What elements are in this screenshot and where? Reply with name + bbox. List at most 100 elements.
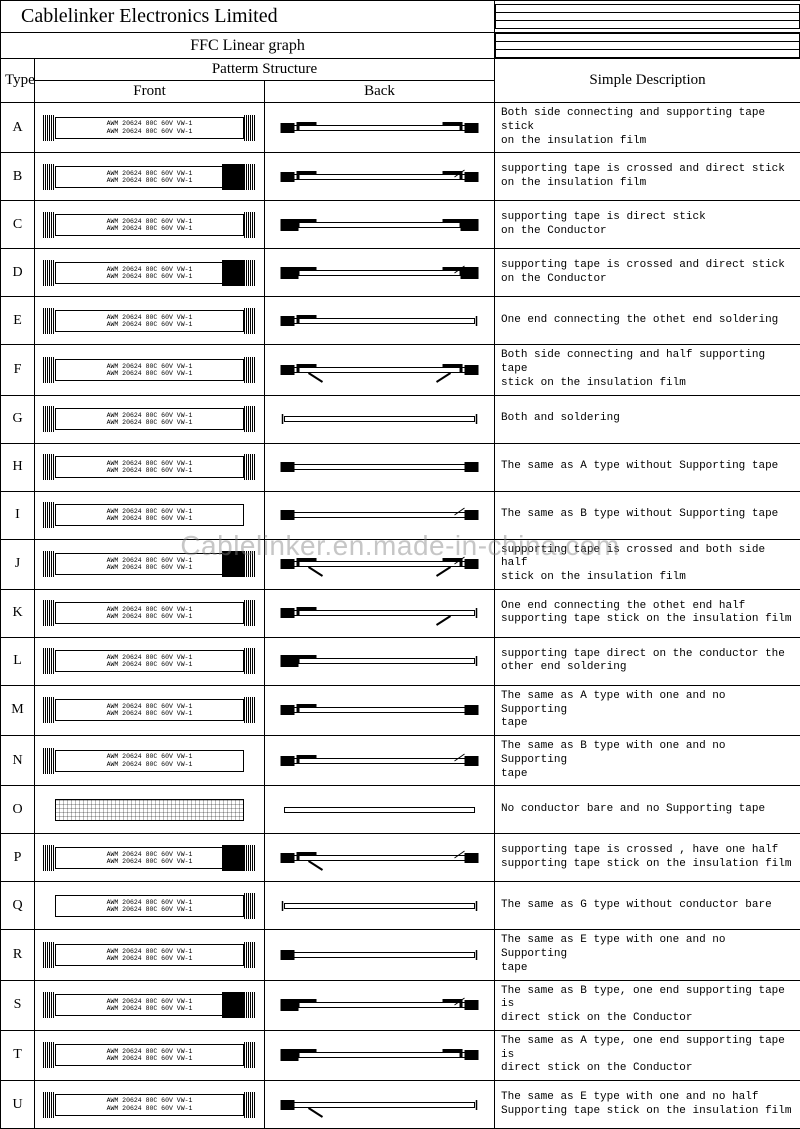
table-row: NAWM 20624 80C 60V VW-1AWM 20624 80C 60V… <box>1 736 800 786</box>
back-cell <box>265 980 495 1030</box>
desc-cell: supporting tape direct on the conductor … <box>495 637 800 685</box>
subtitle: FFC Linear graph <box>1 33 495 59</box>
type-cell: H <box>1 443 35 491</box>
type-cell: O <box>1 786 35 834</box>
desc-cell: No conductor bare and no Supporting tape <box>495 786 800 834</box>
type-cell: A <box>1 103 35 153</box>
type-cell: T <box>1 1030 35 1080</box>
ffc-spec-table: Cablelinker Electronics Limited FFC Line… <box>0 0 800 1129</box>
back-cell <box>265 201 495 249</box>
header-row-1: Type Patterm Structure Simple Descriptio… <box>1 59 800 81</box>
table-row: MAWM 20624 80C 60V VW-1AWM 20624 80C 60V… <box>1 685 800 735</box>
desc-cell: supporting tape is crossed and direct st… <box>495 153 800 201</box>
back-cell <box>265 637 495 685</box>
table-row: QAWM 20624 80C 60V VW-1AWM 20624 80C 60V… <box>1 882 800 930</box>
front-cell: AWM 20624 80C 60V VW-1AWM 20624 80C 60V … <box>35 980 265 1030</box>
col-type: Type <box>1 59 35 103</box>
desc-cell: The same as A type, one end supporting t… <box>495 1030 800 1080</box>
back-cell <box>265 153 495 201</box>
back-cell <box>265 1030 495 1080</box>
table-row: GAWM 20624 80C 60V VW-1AWM 20624 80C 60V… <box>1 395 800 443</box>
front-cell: AWM 20624 80C 60V VW-1AWM 20624 80C 60V … <box>35 345 265 395</box>
table-row: HAWM 20624 80C 60V VW-1AWM 20624 80C 60V… <box>1 443 800 491</box>
back-cell <box>265 786 495 834</box>
company-title: Cablelinker Electronics Limited <box>1 1 495 33</box>
type-cell: L <box>1 637 35 685</box>
col-pattern: Patterm Structure <box>35 59 495 81</box>
desc-cell: supporting tape is crossed and direct st… <box>495 249 800 297</box>
type-cell: K <box>1 589 35 637</box>
desc-cell: The same as G type without conductor bar… <box>495 882 800 930</box>
type-cell: N <box>1 736 35 786</box>
back-cell <box>265 395 495 443</box>
table-row: IAWM 20624 80C 60V VW-1AWM 20624 80C 60V… <box>1 491 800 539</box>
title-row: Cablelinker Electronics Limited <box>1 1 800 33</box>
back-cell <box>265 249 495 297</box>
front-cell: AWM 20624 80C 60V VW-1AWM 20624 80C 60V … <box>35 491 265 539</box>
type-cell: J <box>1 539 35 589</box>
back-cell <box>265 589 495 637</box>
desc-cell: One end connecting the othet end solderi… <box>495 297 800 345</box>
front-cell: AWM 20624 80C 60V VW-1AWM 20624 80C 60V … <box>35 637 265 685</box>
desc-cell: Both side connecting and supporting tape… <box>495 103 800 153</box>
front-cell: AWM 20624 80C 60V VW-1AWM 20624 80C 60V … <box>35 103 265 153</box>
desc-cell: The same as B type with one and no Suppo… <box>495 736 800 786</box>
back-cell <box>265 736 495 786</box>
front-cell: AWM 20624 80C 60V VW-1AWM 20624 80C 60V … <box>35 249 265 297</box>
table-row: PAWM 20624 80C 60V VW-1AWM 20624 80C 60V… <box>1 834 800 882</box>
back-cell <box>265 297 495 345</box>
back-cell <box>265 685 495 735</box>
type-cell: S <box>1 980 35 1030</box>
back-cell <box>265 930 495 980</box>
type-cell: I <box>1 491 35 539</box>
front-cell: AWM 20624 80C 60V VW-1AWM 20624 80C 60V … <box>35 201 265 249</box>
table-row: O No conductor bare and no Supporting tap… <box>1 786 800 834</box>
type-cell: D <box>1 249 35 297</box>
desc-cell: The same as E type with one and no Suppo… <box>495 930 800 980</box>
table-row: UAWM 20624 80C 60V VW-1AWM 20624 80C 60V… <box>1 1081 800 1129</box>
desc-cell: The same as B type without Supporting ta… <box>495 491 800 539</box>
back-cell <box>265 491 495 539</box>
back-cell <box>265 1081 495 1129</box>
front-cell: AWM 20624 80C 60V VW-1AWM 20624 80C 60V … <box>35 685 265 735</box>
col-front: Front <box>35 81 265 103</box>
table-row: TAWM 20624 80C 60V VW-1AWM 20624 80C 60V… <box>1 1030 800 1080</box>
type-cell: M <box>1 685 35 735</box>
type-cell: C <box>1 201 35 249</box>
type-cell: P <box>1 834 35 882</box>
back-cell <box>265 539 495 589</box>
type-cell: B <box>1 153 35 201</box>
col-back: Back <box>265 81 495 103</box>
front-cell: AWM 20624 80C 60V VW-1AWM 20624 80C 60V … <box>35 297 265 345</box>
type-cell: U <box>1 1081 35 1129</box>
front-cell: AWM 20624 80C 60V VW-1AWM 20624 80C 60V … <box>35 834 265 882</box>
desc-cell: The same as A type without Supporting ta… <box>495 443 800 491</box>
front-cell: AWM 20624 80C 60V VW-1AWM 20624 80C 60V … <box>35 153 265 201</box>
table-row: LAWM 20624 80C 60V VW-1AWM 20624 80C 60V… <box>1 637 800 685</box>
front-cell <box>35 786 265 834</box>
front-cell: AWM 20624 80C 60V VW-1AWM 20624 80C 60V … <box>35 539 265 589</box>
type-cell: E <box>1 297 35 345</box>
back-cell <box>265 882 495 930</box>
table-row: FAWM 20624 80C 60V VW-1AWM 20624 80C 60V… <box>1 345 800 395</box>
front-cell: AWM 20624 80C 60V VW-1AWM 20624 80C 60V … <box>35 930 265 980</box>
table-row: EAWM 20624 80C 60V VW-1AWM 20624 80C 60V… <box>1 297 800 345</box>
col-desc: Simple Description <box>495 59 800 103</box>
front-cell: AWM 20624 80C 60V VW-1AWM 20624 80C 60V … <box>35 736 265 786</box>
back-cell <box>265 103 495 153</box>
table-row: BAWM 20624 80C 60V VW-1AWM 20624 80C 60V… <box>1 153 800 201</box>
back-cell <box>265 443 495 491</box>
type-cell: F <box>1 345 35 395</box>
table-row: CAWM 20624 80C 60V VW-1AWM 20624 80C 60V… <box>1 201 800 249</box>
table-row: KAWM 20624 80C 60V VW-1AWM 20624 80C 60V… <box>1 589 800 637</box>
table-row: DAWM 20624 80C 60V VW-1AWM 20624 80C 60V… <box>1 249 800 297</box>
desc-cell: One end connecting the othet end half su… <box>495 589 800 637</box>
desc-cell: supporting tape is direct stick on the C… <box>495 201 800 249</box>
desc-cell: supporting tape is crossed and both side… <box>495 539 800 589</box>
table-row: SAWM 20624 80C 60V VW-1AWM 20624 80C 60V… <box>1 980 800 1030</box>
front-cell: AWM 20624 80C 60V VW-1AWM 20624 80C 60V … <box>35 1081 265 1129</box>
type-cell: R <box>1 930 35 980</box>
type-cell: G <box>1 395 35 443</box>
back-cell <box>265 834 495 882</box>
desc-cell: Both and soldering <box>495 395 800 443</box>
